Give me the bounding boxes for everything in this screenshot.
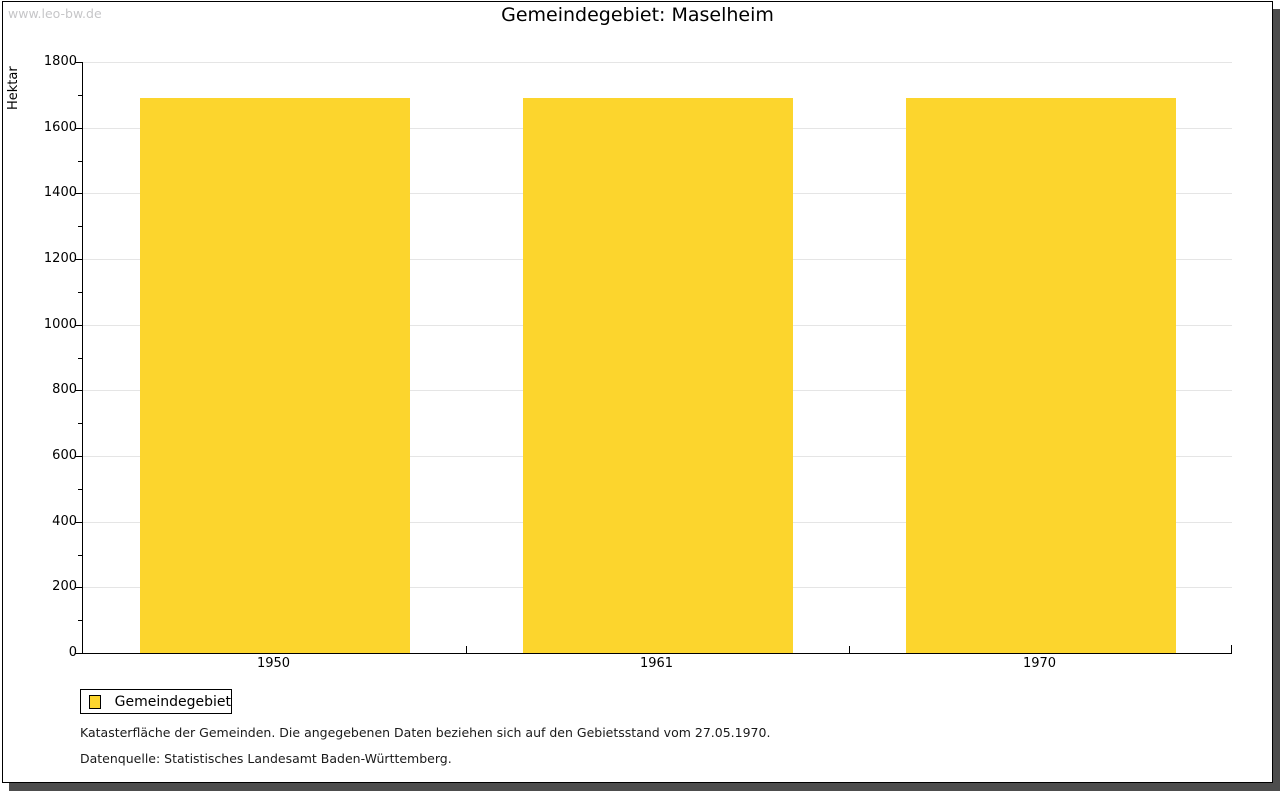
y-axis-major-tick — [75, 127, 82, 129]
x-tick-label: 1950 — [256, 656, 291, 671]
y-axis-major-tick — [75, 193, 82, 195]
y-axis-title: Hektar — [6, 66, 21, 110]
y-axis-major-tick — [75, 324, 82, 326]
watermark: www.leo-bw.de — [8, 6, 102, 21]
y-tick-label: 1000 — [43, 316, 77, 332]
gridline — [83, 62, 1232, 63]
y-axis-minor-tick — [78, 620, 82, 622]
y-tick-label: 0 — [68, 645, 77, 660]
y-axis-minor-tick — [78, 423, 82, 425]
y-tick-label: 1600 — [43, 119, 77, 135]
plot-area — [75, 62, 1232, 654]
bar — [139, 98, 410, 653]
y-tick-label: 1400 — [43, 185, 77, 201]
x-tick-label: 1961 — [639, 656, 674, 671]
y-tick-label: 600 — [52, 448, 77, 463]
y-axis-minor-tick — [78, 488, 82, 490]
y-axis-minor-tick — [78, 94, 82, 96]
y-axis-major-tick — [75, 390, 82, 392]
bar — [905, 98, 1176, 653]
category-boundary-tick — [466, 646, 467, 653]
y-axis-minor-tick — [78, 554, 82, 556]
legend-swatch-icon — [89, 694, 101, 709]
legend-label: Gemeindegebiet — [114, 693, 231, 710]
footnote-data-source: Datenquelle: Statistisches Landesamt Bad… — [80, 751, 452, 766]
x-tick-label: 1970 — [1022, 656, 1057, 671]
legend-box: Gemeindegebiet — [80, 689, 232, 714]
y-tick-label: 1800 — [43, 54, 77, 69]
y-tick-label: 800 — [52, 382, 77, 398]
bar — [522, 98, 793, 653]
y-tick-label: 1200 — [43, 251, 77, 266]
x-axis-end-cap — [1231, 645, 1232, 653]
y-tick-label: 200 — [52, 579, 77, 595]
y-axis-major-tick — [75, 587, 82, 589]
y-axis-major-tick — [75, 62, 82, 63]
y-tick-label: 400 — [52, 513, 77, 529]
category-boundary-tick — [849, 646, 850, 653]
y-axis-minor-tick — [78, 357, 82, 359]
y-axis-minor-tick — [78, 226, 82, 228]
page-title: Gemeindegebiet: Maselheim — [501, 4, 774, 26]
y-axis-major-tick — [75, 259, 82, 260]
y-axis-minor-tick — [78, 160, 82, 162]
y-axis-major-tick — [75, 653, 82, 654]
y-axis-major-tick — [75, 456, 82, 457]
footnote-source-note: Katasterfläche der Gemeinden. Die angege… — [80, 725, 771, 740]
y-axis-minor-tick — [78, 291, 82, 293]
y-axis-major-tick — [75, 521, 82, 523]
